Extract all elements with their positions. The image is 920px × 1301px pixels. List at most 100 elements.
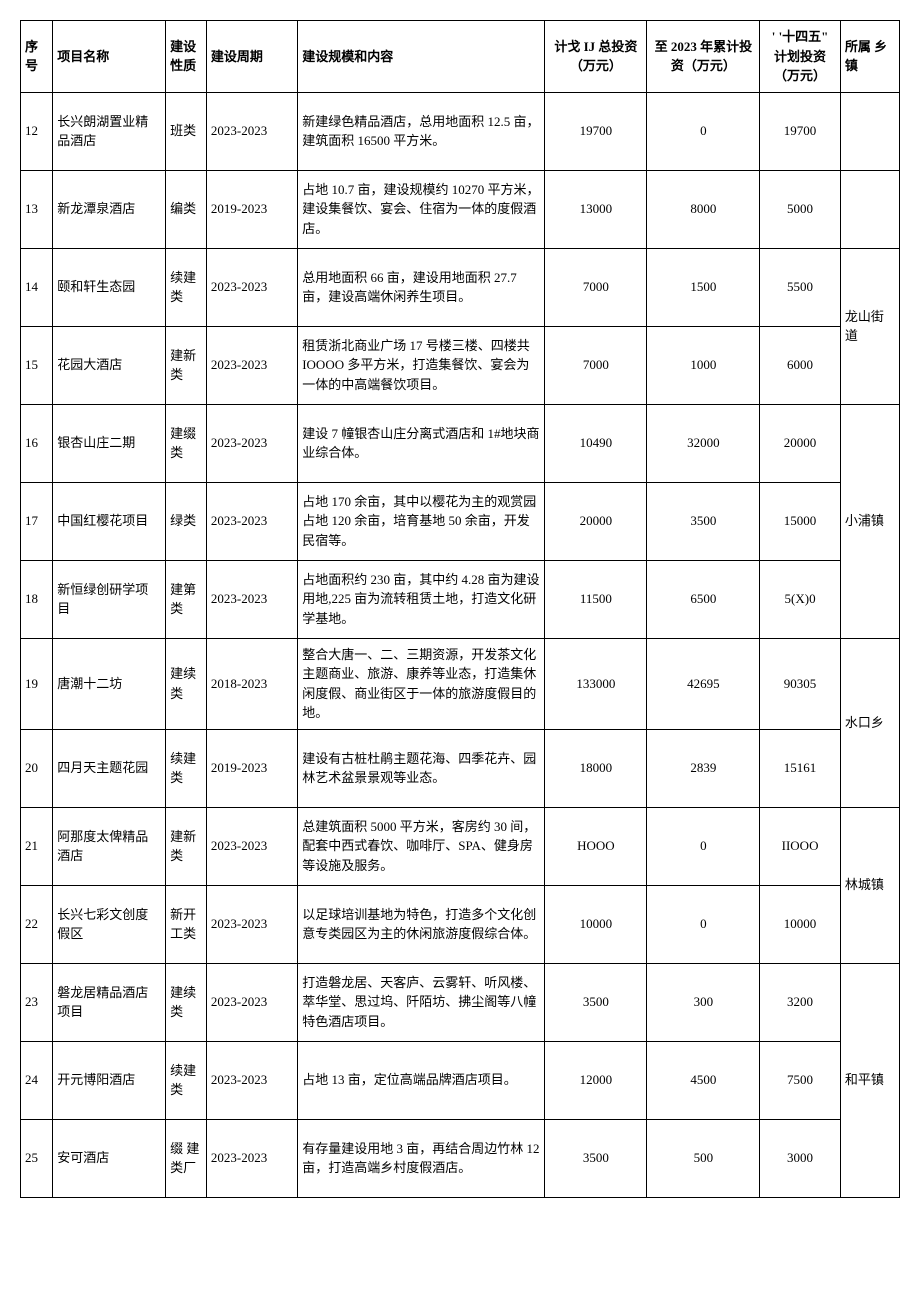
cell-total: 10490	[545, 404, 647, 482]
cell-seq: 17	[21, 482, 53, 560]
cell-name: 新龙潭泉酒店	[53, 170, 166, 248]
table-body: 12长兴朗湖置业精品酒店班类2023-2023新建绿色精品酒店，总用地面积 12…	[21, 92, 900, 1197]
cell-seq: 25	[21, 1119, 53, 1197]
table-row: 20四月天主题花园续建类2019-2023建设有古桩杜鹃主题花海、四季花卉、园林…	[21, 729, 900, 807]
header-seq: 序号	[21, 21, 53, 93]
cell-town	[840, 170, 899, 248]
cell-name: 磐龙居精品酒店项目	[53, 963, 166, 1041]
cell-plan: IIOOO	[760, 807, 841, 885]
cell-nature: 班类	[166, 92, 207, 170]
cell-nature: 建缀类	[166, 404, 207, 482]
cell-total: 133000	[545, 638, 647, 729]
cell-plan: 7500	[760, 1041, 841, 1119]
cell-acc: 2839	[647, 729, 760, 807]
header-period: 建设周期	[206, 21, 297, 93]
cell-name: 颐和轩生态园	[53, 248, 166, 326]
cell-total: 13000	[545, 170, 647, 248]
cell-period: 2023-2023	[206, 92, 297, 170]
cell-acc: 3500	[647, 482, 760, 560]
cell-acc: 8000	[647, 170, 760, 248]
header-total: 计戈 IJ 总投资（万元）	[545, 21, 647, 93]
cell-content: 有存量建设用地 3 亩，再结合周边竹林 12 亩，打造高端乡村度假酒店。	[298, 1119, 545, 1197]
cell-nature: 续建类	[166, 729, 207, 807]
cell-seq: 16	[21, 404, 53, 482]
cell-name: 中国红樱花项目	[53, 482, 166, 560]
header-town: 所属 乡镇	[840, 21, 899, 93]
cell-content: 占地 10.7 亩，建设规模约 10270 平方米，建设集餐饮、宴会、住宿为一体…	[298, 170, 545, 248]
cell-acc: 32000	[647, 404, 760, 482]
cell-plan: 6000	[760, 326, 841, 404]
header-name: 项目名称	[53, 21, 166, 93]
cell-total: 11500	[545, 560, 647, 638]
cell-town: 小浦镇	[840, 404, 899, 638]
cell-seq: 20	[21, 729, 53, 807]
cell-period: 2023-2023	[206, 560, 297, 638]
cell-seq: 15	[21, 326, 53, 404]
cell-total: 3500	[545, 963, 647, 1041]
cell-acc: 4500	[647, 1041, 760, 1119]
cell-plan: 15161	[760, 729, 841, 807]
cell-nature: 建续类	[166, 638, 207, 729]
cell-content: 打造磐龙居、天客庐、云雾轩、听风楼、萃华堂、思过坞、阡陌坊、拂尘阁等八幢特色酒店…	[298, 963, 545, 1041]
cell-name: 开元博阳酒店	[53, 1041, 166, 1119]
cell-plan: 15000	[760, 482, 841, 560]
table-row: 25安可酒店缀 建类厂2023-2023有存量建设用地 3 亩，再结合周边竹林 …	[21, 1119, 900, 1197]
table-row: 17中国红樱花项目绿类2023-2023占地 170 余亩，其中以樱花为主的观赏…	[21, 482, 900, 560]
cell-seq: 19	[21, 638, 53, 729]
cell-acc: 500	[647, 1119, 760, 1197]
cell-nature: 建新类	[166, 326, 207, 404]
cell-period: 2023-2023	[206, 404, 297, 482]
cell-content: 总用地面积 66 亩，建设用地面积 27.7 亩，建设高端休闲养生项目。	[298, 248, 545, 326]
cell-town	[840, 92, 899, 170]
cell-total: 7000	[545, 248, 647, 326]
cell-seq: 14	[21, 248, 53, 326]
cell-name: 长兴朗湖置业精品酒店	[53, 92, 166, 170]
table-row: 18新恒绿创研学项目建第类2023-2023占地面积约 230 亩，其中约 4.…	[21, 560, 900, 638]
cell-period: 2023-2023	[206, 885, 297, 963]
cell-acc: 0	[647, 92, 760, 170]
cell-seq: 21	[21, 807, 53, 885]
cell-plan: 3000	[760, 1119, 841, 1197]
table-row: 21阿那度太俾精品酒店建新类2023-2023总建筑面积 5000 平方米，客房…	[21, 807, 900, 885]
cell-content: 建设有古桩杜鹃主题花海、四季花卉、园林艺术盆景景观等业态。	[298, 729, 545, 807]
cell-plan: 5(X)0	[760, 560, 841, 638]
cell-nature: 续建类	[166, 1041, 207, 1119]
table-row: 13新龙潭泉酒店编类2019-2023占地 10.7 亩，建设规模约 10270…	[21, 170, 900, 248]
cell-plan: 19700	[760, 92, 841, 170]
cell-content: 租赁浙北商业广场 17 号楼三楼、四楼共 IOOOO 多平方米，打造集餐饮、宴会…	[298, 326, 545, 404]
cell-name: 新恒绿创研学项目	[53, 560, 166, 638]
cell-period: 2023-2023	[206, 807, 297, 885]
cell-content: 占地 170 余亩，其中以樱花为主的观赏园占地 120 余亩，培育基地 50 余…	[298, 482, 545, 560]
cell-period: 2019-2023	[206, 170, 297, 248]
header-nature: 建设 性质	[166, 21, 207, 93]
cell-seq: 23	[21, 963, 53, 1041]
header-acc: 至 2023 年累计投资（万元）	[647, 21, 760, 93]
cell-town: 龙山街道	[840, 248, 899, 404]
cell-total: 20000	[545, 482, 647, 560]
cell-total: HOOO	[545, 807, 647, 885]
cell-period: 2018-2023	[206, 638, 297, 729]
cell-name: 花园大酒店	[53, 326, 166, 404]
table-row: 15花园大酒店建新类2023-2023租赁浙北商业广场 17 号楼三楼、四楼共 …	[21, 326, 900, 404]
cell-plan: 10000	[760, 885, 841, 963]
cell-total: 7000	[545, 326, 647, 404]
table-header: 序号 项目名称 建设 性质 建设周期 建设规模和内容 计戈 IJ 总投资（万元）…	[21, 21, 900, 93]
cell-content: 占地面积约 230 亩，其中约 4.28 亩为建设用地,225 亩为流转租赁土地…	[298, 560, 545, 638]
cell-period: 2023-2023	[206, 1041, 297, 1119]
cell-seq: 12	[21, 92, 53, 170]
cell-name: 阿那度太俾精品酒店	[53, 807, 166, 885]
cell-content: 以足球培训基地为特色，打造多个文化创意专类园区为主的休闲旅游度假综合体。	[298, 885, 545, 963]
cell-seq: 18	[21, 560, 53, 638]
cell-period: 2023-2023	[206, 963, 297, 1041]
cell-total: 10000	[545, 885, 647, 963]
cell-nature: 编类	[166, 170, 207, 248]
cell-period: 2019-2023	[206, 729, 297, 807]
cell-period: 2023-2023	[206, 326, 297, 404]
cell-town: 水口乡	[840, 638, 899, 807]
table-row: 12长兴朗湖置业精品酒店班类2023-2023新建绿色精品酒店，总用地面积 12…	[21, 92, 900, 170]
table-row: 24开元博阳酒店续建类2023-2023占地 13 亩，定位高端品牌酒店项目。1…	[21, 1041, 900, 1119]
projects-table: 序号 项目名称 建设 性质 建设周期 建设规模和内容 计戈 IJ 总投资（万元）…	[20, 20, 900, 1198]
cell-acc: 0	[647, 807, 760, 885]
cell-acc: 1000	[647, 326, 760, 404]
cell-content: 新建绿色精品酒店，总用地面积 12.5 亩，建筑面积 16500 平方米。	[298, 92, 545, 170]
